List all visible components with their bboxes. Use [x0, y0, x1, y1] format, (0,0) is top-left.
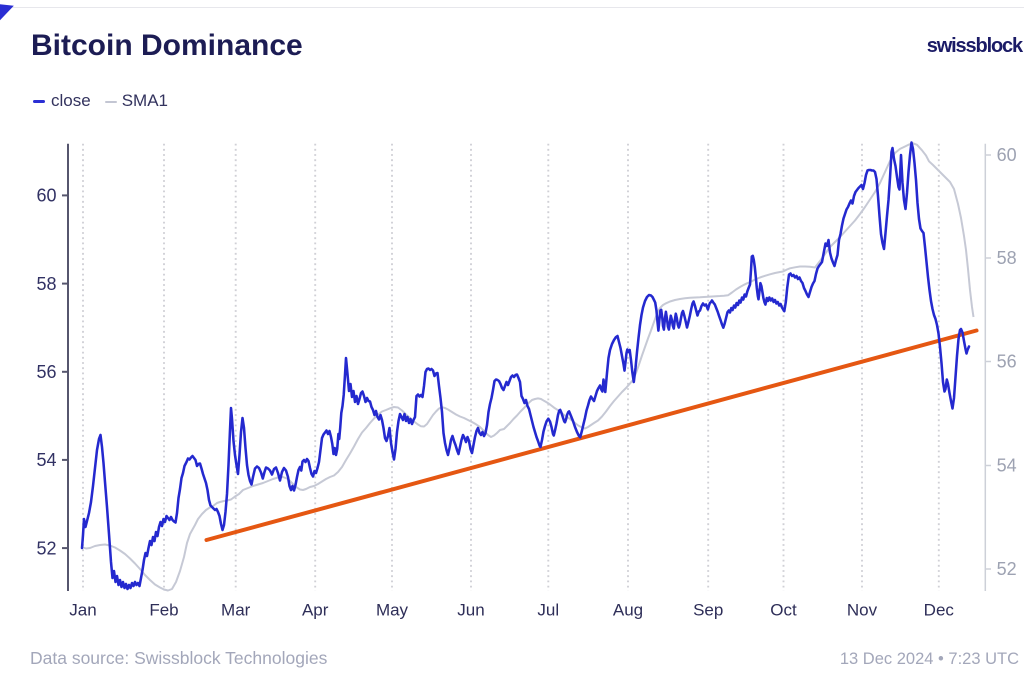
svg-text:Aug: Aug: [613, 600, 643, 619]
svg-text:52: 52: [997, 559, 1017, 579]
svg-text:Apr: Apr: [302, 600, 329, 619]
svg-text:54: 54: [36, 450, 56, 470]
svg-text:Jun: Jun: [457, 600, 484, 619]
svg-text:58: 58: [997, 248, 1017, 268]
svg-text:Oct: Oct: [770, 600, 797, 619]
svg-text:Jan: Jan: [69, 600, 96, 619]
svg-text:58: 58: [36, 274, 56, 294]
svg-text:52: 52: [36, 538, 56, 558]
svg-text:56: 56: [36, 362, 56, 382]
svg-text:60: 60: [997, 145, 1017, 165]
svg-text:56: 56: [997, 352, 1017, 372]
svg-text:May: May: [376, 600, 409, 619]
svg-text:Jul: Jul: [537, 600, 559, 619]
svg-text:60: 60: [36, 186, 56, 206]
svg-text:54: 54: [997, 456, 1017, 476]
svg-text:Dec: Dec: [924, 600, 955, 619]
svg-text:Nov: Nov: [847, 600, 878, 619]
svg-text:Sep: Sep: [693, 600, 723, 619]
svg-text:Mar: Mar: [221, 600, 251, 619]
svg-text:Feb: Feb: [149, 600, 178, 619]
